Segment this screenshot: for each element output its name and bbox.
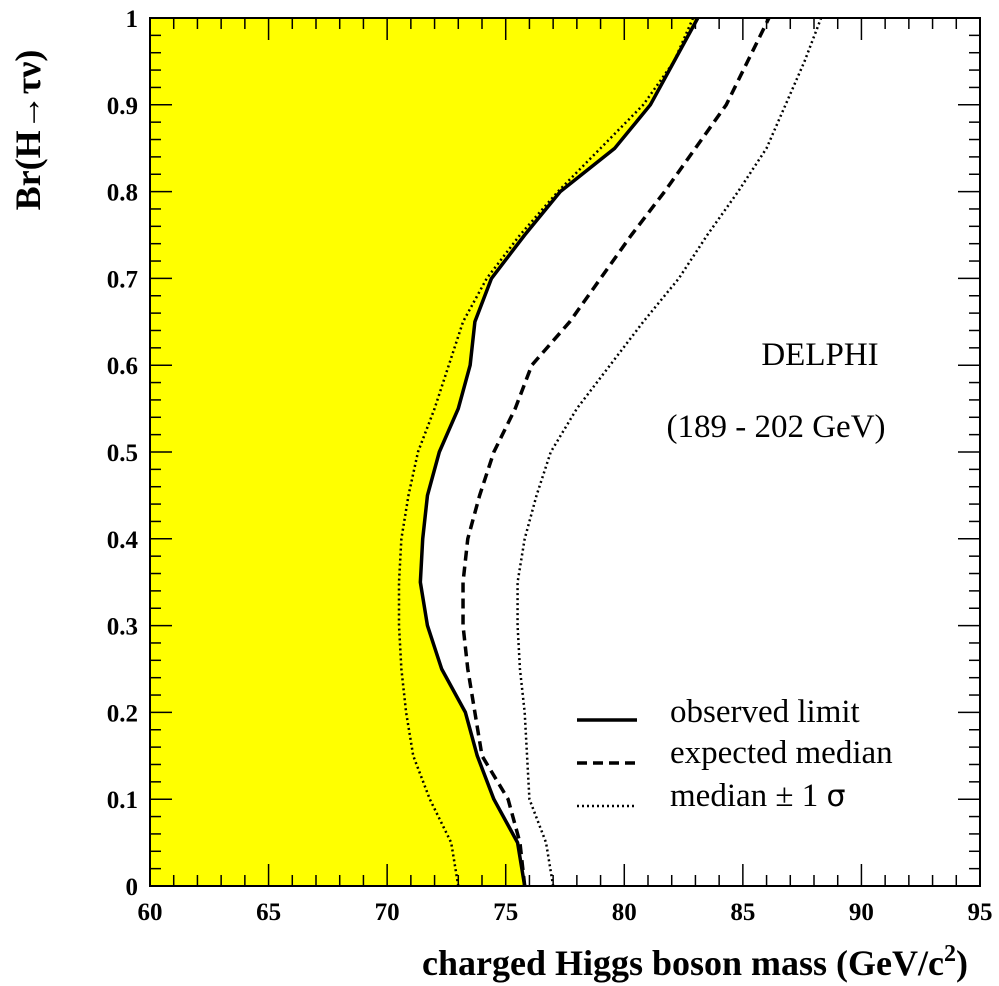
legend: observed limit expected median median ± …	[577, 694, 893, 814]
x-axis-title: charged Higgs boson mass (GeV/c2)	[422, 941, 968, 983]
x-tick-label: 65	[256, 899, 281, 926]
experiment-label: DELPHI	[761, 337, 878, 373]
x-tick-label: 75	[493, 899, 518, 926]
y-tick-label: 0.5	[107, 440, 138, 467]
legend-label-expected: expected median	[670, 735, 893, 771]
axis-ticks	[149, 17, 981, 887]
series-lines	[397, 17, 823, 887]
series-dashed-line	[461, 17, 771, 887]
y-tick-labels: 0 0.1 0.2 0.3 0.4 0.5 0.6 0.7 0.8 0.9 1	[107, 6, 139, 901]
y-tick-label: 0.2	[107, 700, 138, 727]
x-tick-label: 60	[138, 899, 163, 926]
energy-label: (189 - 202 GeV)	[666, 409, 885, 445]
y-tick-label: 0.8	[107, 180, 138, 207]
x-tick-labels: 60 65 70 75 80 85 90 95	[138, 899, 993, 926]
y-tick-label: 0.9	[107, 93, 138, 120]
legend-label-observed: observed limit	[670, 694, 860, 730]
legend-label-band: median ± 1 σ	[670, 778, 846, 814]
y-tick-label: 0.6	[107, 353, 138, 380]
excluded-area	[150, 18, 698, 886]
y-tick-label: 0	[126, 874, 139, 901]
y-tick-label: 1	[126, 6, 139, 33]
y-tick-label: 0.1	[107, 787, 138, 814]
y-tick-label: 0.7	[107, 266, 138, 293]
excluded-region	[150, 18, 698, 886]
series-solid-line	[418, 17, 700, 887]
x-tick-label: 70	[375, 899, 400, 926]
y-tick-label: 0.3	[107, 614, 138, 641]
x-tick-label: 85	[730, 899, 755, 926]
y-tick-label: 0.4	[107, 527, 139, 554]
series-dotted-line-lower	[397, 17, 695, 887]
x-tick-label: 80	[612, 899, 637, 926]
x-tick-label: 95	[968, 899, 993, 926]
y-axis-title: Br(H→τν)	[8, 50, 48, 211]
x-tick-label: 90	[849, 899, 874, 926]
